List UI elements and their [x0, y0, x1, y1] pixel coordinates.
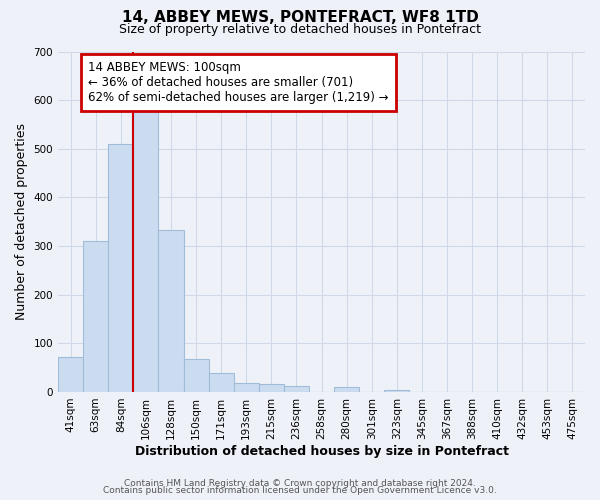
Y-axis label: Number of detached properties: Number of detached properties: [15, 123, 28, 320]
X-axis label: Distribution of detached houses by size in Pontefract: Distribution of detached houses by size …: [134, 444, 509, 458]
Text: Contains HM Land Registry data © Crown copyright and database right 2024.: Contains HM Land Registry data © Crown c…: [124, 478, 476, 488]
Bar: [259, 384, 284, 392]
Bar: [209, 372, 233, 392]
Bar: [83, 241, 108, 392]
Bar: [284, 386, 309, 392]
Text: 14 ABBEY MEWS: 100sqm
← 36% of detached houses are smaller (701)
62% of semi-det: 14 ABBEY MEWS: 100sqm ← 36% of detached …: [88, 61, 389, 104]
Text: 14, ABBEY MEWS, PONTEFRACT, WF8 1TD: 14, ABBEY MEWS, PONTEFRACT, WF8 1TD: [122, 10, 478, 25]
Bar: [384, 390, 409, 392]
Bar: [108, 144, 133, 392]
Text: Contains public sector information licensed under the Open Government Licence v3: Contains public sector information licen…: [103, 486, 497, 495]
Bar: [233, 383, 259, 392]
Bar: [158, 230, 184, 392]
Bar: [334, 386, 359, 392]
Bar: [58, 357, 83, 392]
Bar: [184, 359, 209, 392]
Text: Size of property relative to detached houses in Pontefract: Size of property relative to detached ho…: [119, 22, 481, 36]
Bar: [133, 111, 158, 392]
